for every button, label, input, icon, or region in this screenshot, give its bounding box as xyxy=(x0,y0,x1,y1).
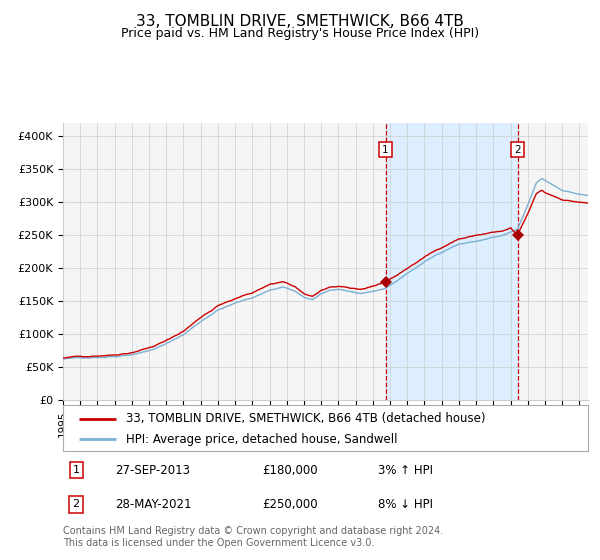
Text: 1: 1 xyxy=(382,144,389,155)
Text: £180,000: £180,000 xyxy=(263,464,318,477)
Text: 33, TOMBLIN DRIVE, SMETHWICK, B66 4TB: 33, TOMBLIN DRIVE, SMETHWICK, B66 4TB xyxy=(136,14,464,29)
Text: 8% ↓ HPI: 8% ↓ HPI xyxy=(378,498,433,511)
Text: 2: 2 xyxy=(73,500,80,510)
Text: 33, TOMBLIN DRIVE, SMETHWICK, B66 4TB (detached house): 33, TOMBLIN DRIVE, SMETHWICK, B66 4TB (d… xyxy=(126,412,485,425)
Text: 3% ↑ HPI: 3% ↑ HPI xyxy=(378,464,433,477)
Text: 2: 2 xyxy=(514,144,521,155)
Text: HPI: Average price, detached house, Sandwell: HPI: Average price, detached house, Sand… xyxy=(126,433,398,446)
Text: 27-SEP-2013: 27-SEP-2013 xyxy=(115,464,191,477)
Text: Price paid vs. HM Land Registry's House Price Index (HPI): Price paid vs. HM Land Registry's House … xyxy=(121,27,479,40)
Bar xyxy=(386,123,518,400)
Text: £250,000: £250,000 xyxy=(263,498,318,511)
Text: 28-MAY-2021: 28-MAY-2021 xyxy=(115,498,192,511)
Text: 1: 1 xyxy=(73,465,80,475)
Text: Contains HM Land Registry data © Crown copyright and database right 2024.
This d: Contains HM Land Registry data © Crown c… xyxy=(63,526,443,548)
